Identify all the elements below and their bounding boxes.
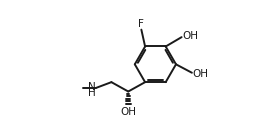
Text: F: F [138, 19, 144, 29]
Text: OH: OH [120, 107, 136, 117]
Text: N: N [88, 82, 96, 92]
Text: OH: OH [193, 69, 209, 79]
Text: OH: OH [182, 31, 199, 41]
Text: H: H [88, 88, 96, 98]
